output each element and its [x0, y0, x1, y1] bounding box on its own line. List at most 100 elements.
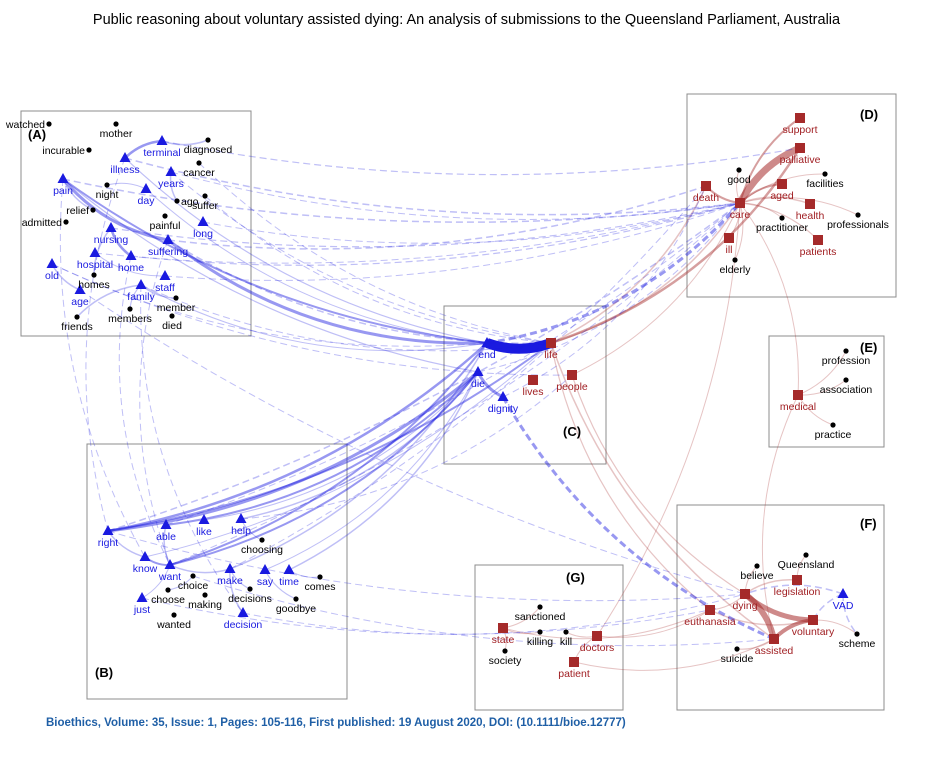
group-box-c: [443, 305, 607, 465]
node-lives-label: lives: [522, 386, 543, 398]
node-end-label: end: [478, 349, 496, 361]
edge-people-dying: [571, 374, 746, 595]
node-facilities-mark: [822, 171, 828, 177]
node-medical-mark: [793, 390, 803, 400]
node-killing-label: killing: [527, 636, 553, 648]
figure-caption: Bioethics, Volume: 35, Issue: 1, Pages: …: [46, 717, 626, 729]
node-pain-mark: [57, 173, 69, 183]
node-assisted-mark: [769, 634, 779, 644]
node-incurable-label: incurable: [42, 145, 85, 157]
edge-cancer-life: [198, 162, 552, 344]
node-people-mark: [567, 370, 577, 380]
node-care-mark: [735, 198, 745, 208]
node-suffer-mark: [202, 193, 208, 199]
edge-people-care: [571, 202, 741, 376]
group-box-d: [686, 93, 897, 298]
node-painful-label: painful: [150, 220, 181, 232]
node-queensland-mark: [803, 552, 809, 558]
edge-suffering-end: [167, 238, 488, 345]
edge-life-death: [550, 185, 707, 344]
node-admitted-label: admitted: [22, 217, 62, 229]
node-able-mark: [160, 519, 172, 529]
node-incurable-mark: [86, 147, 92, 153]
node-making-mark: [202, 592, 208, 598]
node-age-label: age: [71, 296, 89, 308]
edge-euthanasia-voluntary: [709, 609, 814, 626]
labels-layer: watched mother terminal diagnosed incurable i…: [5, 119, 889, 680]
node-aged-label: aged: [770, 190, 794, 202]
edge-suffering-want: [139, 239, 171, 566]
node-legislation-label: legislation: [774, 586, 821, 598]
node-voluntary-mark: [808, 615, 818, 625]
node-painful-mark: [162, 213, 168, 219]
edge-life-euthanasia: [550, 342, 711, 611]
node-suffering-label: suffering: [148, 246, 188, 258]
node-profession-mark: [843, 348, 849, 354]
edge-family-end: [140, 284, 488, 352]
node-illness-mark: [119, 152, 131, 162]
node-know-label: know: [133, 563, 158, 575]
node-kill-mark: [563, 629, 569, 635]
node-death-mark: [701, 181, 711, 191]
node-support-label: support: [782, 124, 817, 136]
edge-want-die: [169, 371, 479, 566]
group-box-f: [676, 504, 885, 711]
node-cancer-mark: [196, 160, 202, 166]
edge-long-care: [202, 202, 741, 244]
node-homes-label: homes: [78, 279, 110, 291]
edge-medical-profession: [797, 350, 847, 396]
node-just-mark: [136, 592, 148, 602]
node-support-mark: [795, 113, 805, 123]
group-label-d: (D): [860, 107, 878, 122]
node-practitioner-mark: [779, 215, 785, 221]
node-make-label: make: [217, 575, 243, 587]
node-time-label: time: [279, 576, 299, 588]
group-label-e: (E): [860, 340, 877, 355]
edge-able-die: [165, 371, 479, 526]
node-vad-mark: [837, 588, 849, 598]
edge-right-dying: [107, 530, 746, 602]
node-sanctioned-mark: [537, 604, 543, 610]
edge-want-end: [169, 342, 488, 566]
edge-staff-care: [164, 202, 741, 281]
node-mother-label: mother: [100, 128, 133, 140]
node-age-mark: [74, 284, 86, 294]
edge-palliative-care: [736, 144, 802, 205]
node-believe-mark: [754, 563, 760, 569]
node-just-label: just: [133, 604, 150, 616]
edge-able-care: [165, 202, 741, 526]
node-goodbye-mark: [293, 596, 299, 602]
node-doctors-mark: [592, 631, 602, 641]
node-help-label: help: [231, 525, 251, 537]
node-patients-label: patients: [800, 246, 837, 258]
node-like-mark: [198, 514, 210, 524]
node-wanted-mark: [171, 612, 177, 618]
edge-just-euthanasia: [141, 597, 711, 635]
group-box-b: [86, 443, 348, 700]
node-terminal-mark: [156, 135, 168, 145]
node-health-label: health: [796, 210, 825, 222]
node-ill-mark: [724, 233, 734, 243]
node-choosing-mark: [259, 537, 265, 543]
node-killing-mark: [537, 629, 543, 635]
node-mother-mark: [113, 121, 119, 127]
edge-life-care: [550, 202, 741, 344]
node-died-mark: [169, 313, 175, 319]
node-practitioner-label: practitioner: [756, 222, 808, 234]
node-making-label: making: [188, 599, 222, 611]
node-diagnosed-mark: [205, 137, 211, 143]
node-dignity-label: dignity: [488, 403, 519, 415]
node-decisions-label: decisions: [228, 593, 272, 605]
node-euthanasia-label: euthanasia: [684, 616, 736, 628]
node-ago-label: ago: [181, 196, 199, 208]
group-label-g: (G): [566, 570, 585, 585]
group-box-a: [20, 110, 252, 337]
node-good-mark: [736, 167, 742, 173]
node-watched-mark: [46, 121, 52, 127]
edge-terminal-palliative: [161, 140, 801, 176]
edge-support-care: [739, 117, 801, 204]
node-watched-label: watched: [5, 119, 45, 131]
node-patient-mark: [569, 657, 579, 667]
edges-layer: [51, 117, 859, 671]
edge-pain-suffering: [61, 178, 169, 242]
